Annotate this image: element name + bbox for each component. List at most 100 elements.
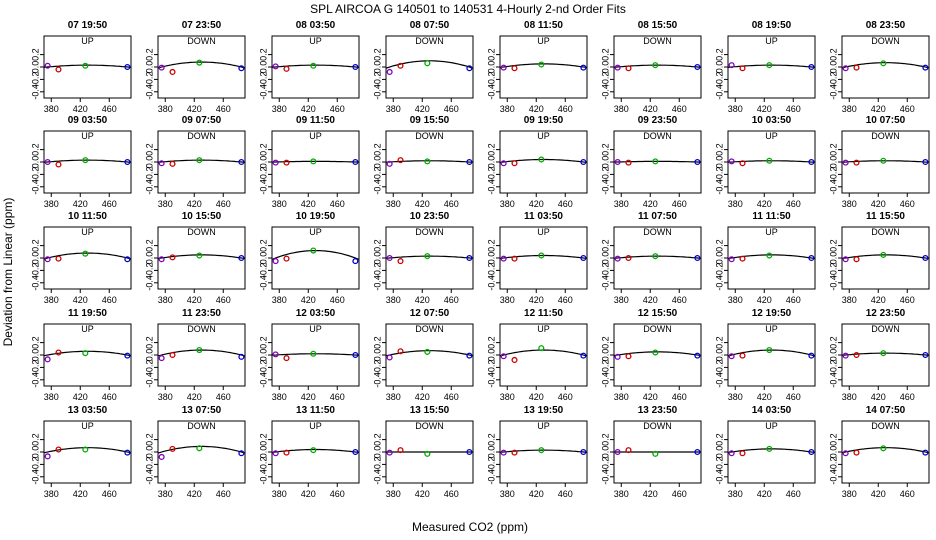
data-point: [580, 448, 587, 456]
x-tick-label: 380: [44, 199, 59, 209]
y-tick-label: -0.4: [828, 179, 838, 195]
x-tick-label: 380: [614, 489, 629, 499]
panel-title: 14 03:50: [752, 405, 792, 416]
data-point: [625, 159, 632, 166]
y-tick-label: -0.4: [486, 469, 496, 485]
x-tick-label: 380: [386, 489, 401, 499]
data-point: [238, 353, 245, 360]
data-point: [739, 352, 746, 359]
data-point: [500, 255, 507, 262]
y-tick-label: 0.0: [828, 252, 838, 265]
y-tick-label: 0.0: [30, 61, 40, 74]
y-tick-label: 0.0: [828, 446, 838, 459]
data-point: [124, 158, 131, 166]
x-tick-label: 460: [444, 489, 459, 499]
panel-title: 08 19:50: [752, 20, 792, 31]
y-tick-label: -0.2: [600, 360, 610, 376]
x-tick-label: 420: [301, 489, 316, 499]
panel: 08 11:50 UP 0.20.0-0.2-0.4 380 420 460: [486, 20, 588, 114]
y-tick-label: -0.2: [828, 360, 838, 376]
data-point: [739, 160, 746, 167]
panel-direction: DOWN: [187, 227, 216, 237]
y-tick-label: -0.4: [144, 372, 154, 388]
y-tick-label: -0.4: [828, 469, 838, 485]
panel: 10 03:50 UP 0.20.0-0.2-0.4 380 420 460: [714, 115, 816, 209]
data-point: [880, 157, 887, 164]
data-point: [808, 63, 815, 71]
y-tick-label: -0.4: [486, 179, 496, 195]
data-point: [55, 66, 62, 73]
x-tick-label: 420: [643, 104, 658, 114]
y-tick-label: 0.2: [258, 336, 268, 349]
y-tick-label: 0.2: [144, 336, 154, 349]
panel: 09 11:50 UP 0.20.0-0.2-0.4 380 420 460: [258, 115, 360, 209]
panel: 08 03:50 UP 0.20.0-0.2-0.4 380 420 460: [258, 20, 360, 114]
panel: 09 23:50 DOWN 0.20.0-0.2-0.4 380 420 460: [600, 115, 702, 209]
y-tick-label: 0.0: [600, 252, 610, 265]
panel-title: 11 11:50: [752, 211, 791, 222]
data-point: [694, 254, 701, 262]
panel-direction: DOWN: [415, 36, 444, 46]
x-tick-label: 460: [330, 392, 345, 402]
panel-title: 11 03:50: [524, 211, 563, 222]
x-tick-label: 420: [871, 392, 886, 402]
x-tick-label: 420: [757, 489, 772, 499]
data-point: [538, 252, 545, 259]
panel-direction: DOWN: [643, 324, 672, 334]
data-point: [124, 449, 131, 456]
y-tick-label: 0.2: [828, 336, 838, 349]
x-tick-label: 380: [44, 104, 59, 114]
panel: 12 23:50 DOWN 0.20.0-0.2-0.4 380 420 460: [828, 308, 930, 402]
y-tick-label: 0.2: [828, 143, 838, 156]
panel-direction: UP: [309, 227, 322, 237]
y-tick-label: -0.2: [144, 457, 154, 473]
panel: 08 07:50 DOWN 0.20.0-0.2-0.4 380 420 460: [372, 20, 474, 114]
x-tick-label: 380: [842, 392, 857, 402]
data-point: [272, 159, 279, 166]
x-tick-label: 420: [529, 489, 544, 499]
x-tick-label: 380: [728, 295, 743, 305]
y-tick-label: 0.0: [714, 252, 724, 265]
y-tick-label: -0.2: [144, 263, 154, 279]
x-tick-label: 420: [73, 104, 88, 114]
data-point: [853, 449, 860, 456]
panel: 10 07:50 DOWN 0.20.0-0.2-0.4 380 420 460: [828, 115, 930, 209]
x-tick-label: 420: [187, 295, 202, 305]
x-tick-label: 380: [614, 392, 629, 402]
data-point: [922, 351, 929, 359]
y-tick-label: 0.2: [372, 433, 382, 446]
x-tick-label: 380: [728, 392, 743, 402]
data-point: [580, 158, 587, 166]
y-tick-label: -0.4: [144, 84, 154, 100]
y-tick-label: -0.4: [714, 372, 724, 388]
y-tick-label: 0.2: [258, 48, 268, 61]
x-tick-label: 420: [529, 199, 544, 209]
y-tick-label: 0.0: [144, 446, 154, 459]
y-tick-label: -0.4: [828, 372, 838, 388]
data-point: [397, 62, 404, 69]
panel-title: 07 19:50: [68, 20, 108, 31]
data-point: [424, 348, 431, 355]
y-tick-label: 0.0: [714, 156, 724, 169]
y-tick-label: -0.2: [714, 72, 724, 88]
data-point: [652, 349, 659, 356]
panel: 14 03:50 UP 0.20.0-0.2-0.4 380 420 460: [714, 405, 816, 499]
panel-direction: UP: [765, 324, 778, 334]
data-point: [424, 450, 431, 457]
data-point: [55, 255, 62, 262]
y-tick-label: -0.2: [486, 263, 496, 279]
data-point: [466, 352, 473, 359]
y-tick-label: 0.0: [144, 61, 154, 74]
x-tick-label: 380: [158, 199, 173, 209]
x-tick-label: 380: [500, 489, 515, 499]
y-tick-label: -0.4: [372, 179, 382, 195]
data-point: [82, 350, 89, 357]
y-tick-label: 0.0: [372, 349, 382, 362]
x-tick-label: 380: [386, 295, 401, 305]
panel-title: 13 11:50: [296, 405, 335, 416]
data-point: [82, 250, 89, 257]
y-tick-label: 0.2: [372, 336, 382, 349]
y-tick-label: 0.0: [258, 252, 268, 265]
x-tick-label: 380: [386, 199, 401, 209]
